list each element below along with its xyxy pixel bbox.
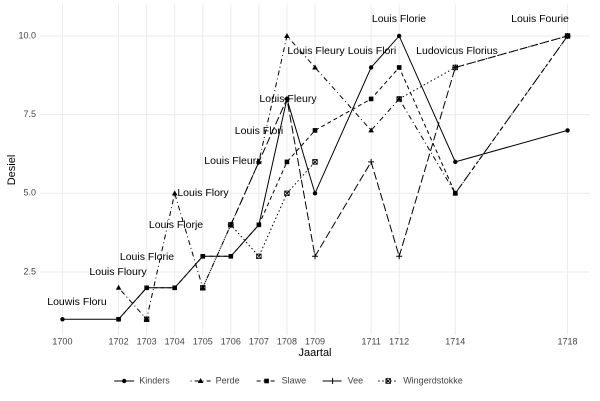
point: [283, 95, 290, 102]
point: [115, 284, 122, 290]
x-tick-label: 1703: [137, 336, 157, 346]
x-tick-label: 1702: [109, 336, 129, 346]
x-tick-label: 1709: [305, 336, 325, 346]
point: [396, 253, 403, 260]
point: [284, 32, 290, 38]
point: [284, 159, 290, 165]
legend-item: Perde: [190, 375, 240, 385]
point: [116, 316, 121, 322]
legend-marker: [385, 378, 391, 384]
series-line: [118, 34, 568, 321]
point: [228, 254, 234, 259]
annotation: Louwis Floru: [47, 296, 107, 308]
annotation: Louis Flori: [348, 45, 396, 57]
legend-label: Perde: [216, 375, 240, 385]
x-tick-label: 1704: [165, 336, 185, 346]
point: [396, 33, 402, 39]
point: [312, 159, 318, 165]
annotation: Louis Floury: [89, 266, 147, 278]
legend-item: Kinders: [114, 375, 170, 385]
y-tick-label: 10.0: [18, 30, 36, 40]
x-tick-label: 1711: [361, 336, 380, 346]
point: [255, 158, 262, 165]
point: [143, 316, 150, 322]
legend-marker: [122, 378, 127, 384]
annotation: Louis Flori: [235, 125, 283, 137]
x-tick-label: 1712: [389, 336, 409, 346]
point: [396, 96, 402, 102]
x-tick-label: 1700: [52, 336, 72, 346]
series-line: [118, 35, 568, 320]
series-line: [230, 35, 568, 259]
point: [312, 253, 318, 260]
point: [564, 33, 571, 39]
annotation: Louis Flory: [177, 187, 229, 199]
legend-label: Wingerdstokke: [403, 375, 463, 385]
point: [256, 253, 262, 260]
legend-item: Vee: [322, 375, 364, 385]
point: [312, 64, 318, 70]
annotation: Louis Fleury: [287, 45, 345, 57]
point: [565, 128, 570, 133]
x-tick-label: 1718: [558, 336, 578, 346]
legend-marker: [197, 378, 204, 383]
point: [284, 190, 290, 197]
y-tick-label: 7.5: [23, 109, 36, 119]
point: [453, 159, 458, 165]
point: [171, 190, 178, 196]
point: [200, 254, 206, 259]
annotation: Louis Florje: [149, 219, 203, 231]
annotation: Louis Fleury: [259, 93, 317, 105]
x-tick-label: 1714: [445, 336, 465, 346]
legend-marker: [329, 378, 336, 384]
point: [60, 317, 65, 322]
y-tick-label: 2.5: [23, 266, 36, 276]
point: [452, 64, 459, 71]
legend-item: Slawe: [256, 375, 307, 385]
legend-item: Wingerdstokke: [378, 375, 463, 385]
point: [368, 158, 375, 165]
x-tick-label: 1705: [193, 336, 213, 346]
x-tick-label: 1708: [277, 336, 297, 346]
legend-label: Vee: [348, 375, 364, 385]
point: [368, 96, 374, 102]
point: [453, 191, 458, 196]
point: [396, 65, 402, 70]
y-tick-label: 5.0: [23, 188, 36, 198]
point: [256, 222, 262, 228]
point: [172, 285, 177, 291]
y-axis-label: Desiel: [6, 155, 18, 186]
point: [144, 285, 149, 291]
x-tick-label: 1706: [221, 336, 241, 346]
point: [228, 222, 234, 228]
point: [200, 285, 206, 291]
point: [368, 127, 374, 133]
annotation: Louis Fleurr: [204, 155, 260, 167]
annotation: Louis Florie: [120, 251, 174, 263]
point: [368, 65, 374, 70]
x-axis-label: Jaartal: [298, 347, 331, 359]
annotation: Louis Fourie: [511, 13, 569, 25]
annotation: Louis Florie: [372, 13, 426, 25]
legend-label: Kinders: [139, 375, 170, 385]
point: [312, 191, 318, 196]
legend-marker: [264, 378, 269, 384]
legend-label: Slawe: [282, 375, 307, 385]
x-tick-label: 1707: [249, 336, 269, 346]
annotation: Ludovicus Florius: [416, 45, 498, 57]
point: [312, 128, 318, 133]
